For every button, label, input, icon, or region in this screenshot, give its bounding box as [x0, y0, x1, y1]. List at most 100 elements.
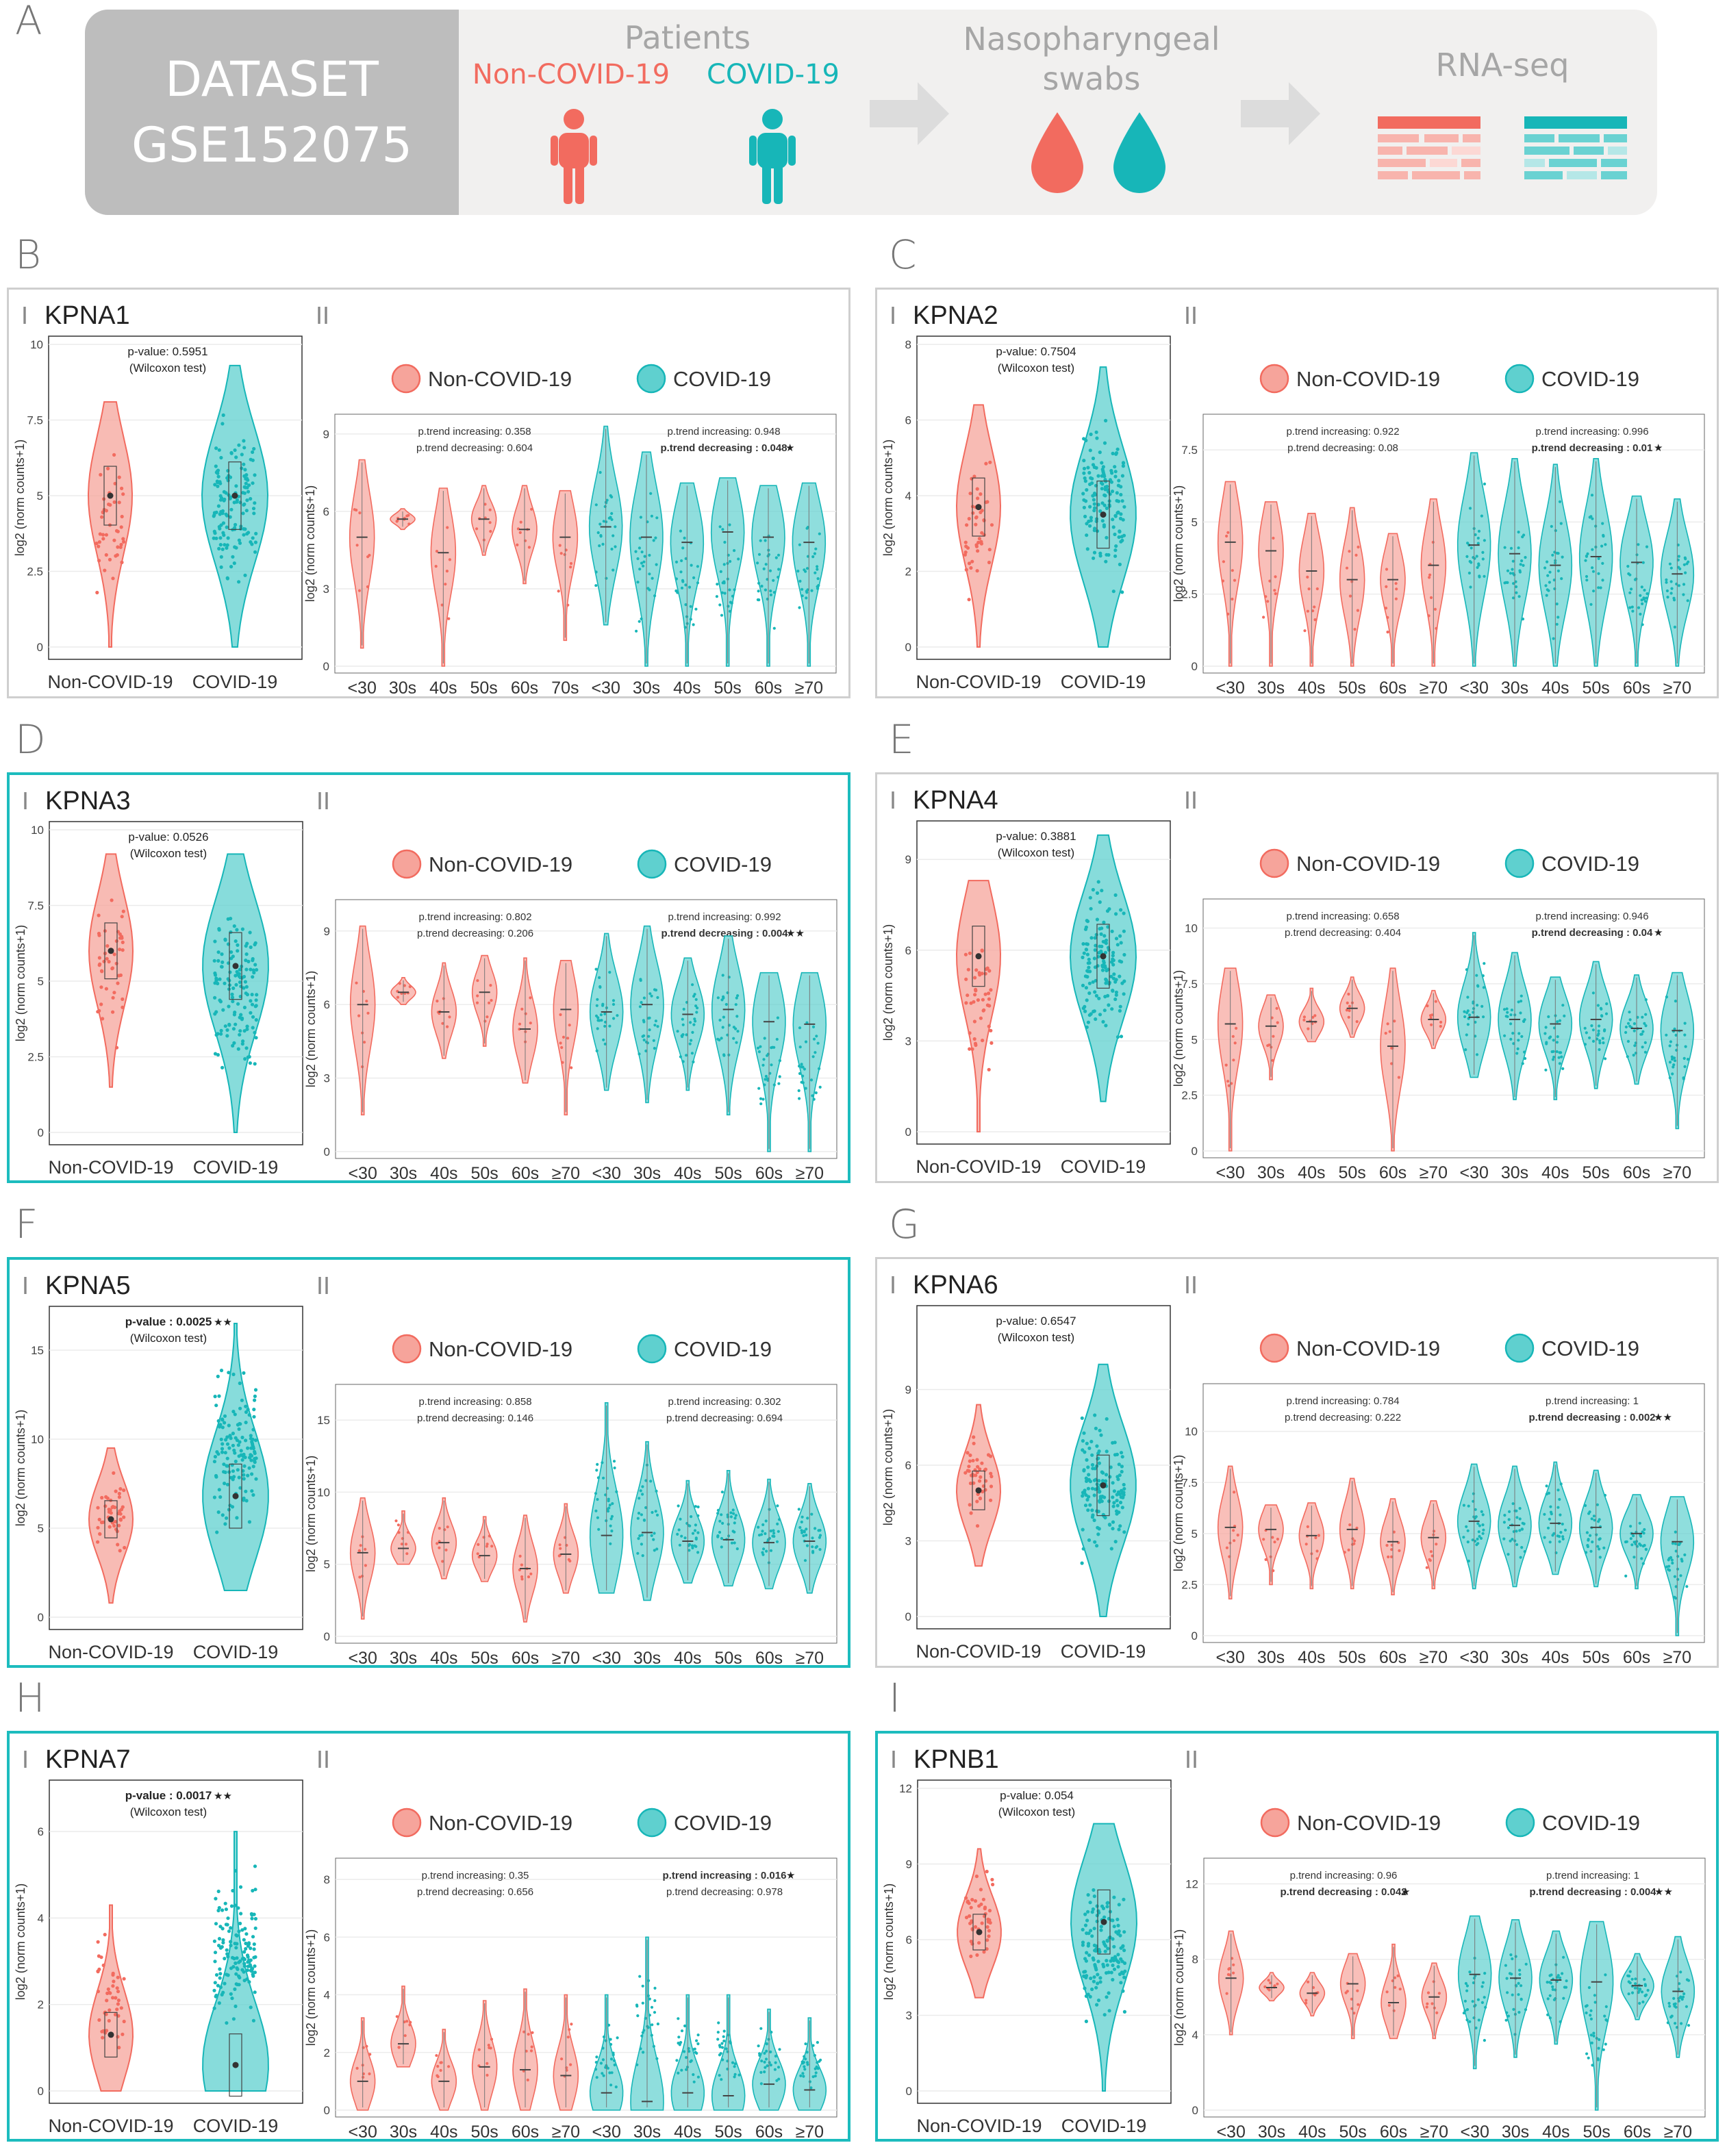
age-data-point [691, 1030, 694, 1034]
data-point [1114, 1930, 1118, 1934]
age-data-point [570, 1066, 573, 1069]
data-point [225, 1516, 229, 1520]
data-point [984, 967, 988, 972]
data-point [114, 1996, 118, 2000]
data-point [101, 2035, 105, 2040]
roman-label-ii: II [316, 1271, 330, 1299]
data-point [253, 1990, 257, 1994]
gene-name: KPNA5 [45, 1271, 131, 1300]
age-data-point [679, 2041, 683, 2044]
data-point [978, 1497, 983, 1501]
age-data-point [762, 567, 766, 570]
age-data-point [649, 492, 653, 495]
age-data-point [775, 1540, 779, 1543]
age-data-point [763, 2060, 766, 2064]
age-data-point [722, 2035, 725, 2038]
age-data-point [646, 1017, 651, 1020]
age-data-point [1307, 1027, 1310, 1030]
trend-right-label: p.trend increasing: 0.946 [1535, 911, 1648, 922]
age-data-point [1466, 542, 1470, 545]
data-point [215, 1530, 219, 1534]
age-xtick-label: 60s [512, 1649, 539, 1668]
age-data-point [605, 501, 608, 505]
age-data-point [1522, 1019, 1526, 1024]
drop-non-covid-icon [1031, 112, 1083, 193]
age-data-point [716, 583, 719, 586]
age-data-point [648, 588, 651, 592]
age-data-point [358, 511, 362, 515]
data-point [976, 1464, 980, 1469]
age-data-point [816, 577, 820, 581]
data-point [1118, 974, 1122, 978]
age-data-point [1668, 562, 1672, 566]
age-xtick-label: <30 [347, 678, 376, 698]
age-data-point [773, 2068, 777, 2071]
data-point [1101, 1471, 1105, 1475]
age-data-point [1640, 585, 1643, 589]
data-point [1113, 1540, 1118, 1544]
data-point [244, 1932, 249, 1936]
age-data-point [405, 1552, 409, 1556]
age-data-point [1599, 586, 1602, 589]
age-data-point [798, 1065, 801, 1068]
data-point [1092, 550, 1097, 555]
data-point [983, 992, 987, 996]
age-data-point [598, 976, 601, 979]
age-data-point [1641, 1015, 1644, 1019]
age-data-point [1598, 1518, 1601, 1521]
age-xtick-label: 40s [1541, 1648, 1569, 1667]
data-point [1084, 2019, 1088, 2023]
data-point [243, 573, 247, 577]
age-data-point [1670, 1055, 1674, 1058]
data-point [231, 2017, 236, 2021]
age-data-point [558, 544, 562, 547]
data-point [253, 1388, 258, 1392]
legend-covid-swatch [1505, 1808, 1535, 1838]
age-data-point [1586, 1545, 1589, 1549]
age-data-point [1646, 592, 1649, 596]
age-data-point [1517, 1981, 1520, 1985]
age-data-point [1266, 1044, 1270, 1048]
data-point [97, 933, 101, 937]
data-point [1086, 1893, 1090, 1897]
age-data-point [652, 1538, 655, 1541]
age-data-point [1604, 2042, 1607, 2046]
age-data-point [1348, 594, 1352, 598]
data-point [246, 1960, 250, 1964]
age-data-point [762, 1547, 766, 1551]
wilcoxon-label: (Wilcoxon test) [130, 1805, 207, 1818]
data-point [970, 1047, 974, 1051]
data-point [216, 1889, 220, 1894]
data-point [976, 549, 980, 553]
data-point [121, 948, 125, 952]
data-point [1090, 1486, 1094, 1491]
gene-name: KPNA4 [913, 786, 998, 815]
age-data-point [656, 1025, 659, 1028]
age-data-point [1517, 1993, 1520, 1996]
trend-left-label: p.trend increasing: 0.658 [1286, 911, 1399, 922]
data-point [114, 961, 118, 965]
data-point [244, 477, 248, 481]
age-data-point [1546, 1997, 1550, 2001]
data-point [1104, 1024, 1108, 1028]
age-data-point [763, 1083, 766, 1087]
right-ytick-label: 7.5 [1181, 1476, 1198, 1489]
age-data-point [487, 2044, 490, 2047]
data-point [216, 1374, 220, 1378]
data-point [1113, 893, 1118, 897]
data-point [1098, 1428, 1102, 1432]
data-point [224, 1923, 228, 1927]
age-data-point [1317, 1534, 1320, 1537]
age-data-point [1629, 1537, 1633, 1540]
age-data-point [717, 2021, 720, 2025]
data-point [970, 477, 974, 481]
age-data-point [675, 2059, 679, 2062]
age-data-point [772, 1045, 776, 1049]
data-point [244, 1046, 249, 1050]
age-data-point [803, 568, 806, 572]
age-data-point [816, 2041, 819, 2044]
age-data-point [1426, 1004, 1429, 1008]
age-data-point [720, 613, 724, 617]
trend-right-label: p.trend decreasing : 0.004 [1529, 1886, 1656, 1898]
age-data-point [1558, 1062, 1561, 1065]
